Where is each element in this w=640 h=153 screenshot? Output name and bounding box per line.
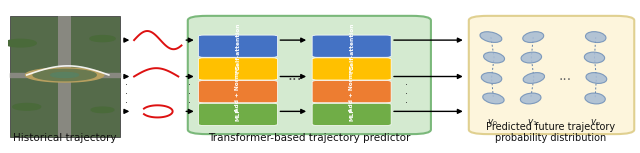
Text: FC: FC (349, 65, 354, 73)
Text: Self-attention: Self-attention (236, 23, 241, 69)
FancyBboxPatch shape (198, 81, 278, 103)
FancyBboxPatch shape (198, 103, 278, 125)
FancyBboxPatch shape (312, 103, 391, 125)
Text: Add + Norm: Add + Norm (349, 72, 354, 112)
FancyBboxPatch shape (312, 81, 391, 103)
Text: MLP: MLP (236, 108, 241, 121)
Ellipse shape (481, 73, 502, 83)
Ellipse shape (584, 52, 605, 63)
Text: Historical trajectory: Historical trajectory (13, 133, 116, 143)
Ellipse shape (484, 52, 504, 63)
Polygon shape (51, 73, 79, 77)
Ellipse shape (521, 52, 541, 63)
FancyBboxPatch shape (198, 58, 278, 80)
Ellipse shape (586, 73, 607, 83)
Ellipse shape (520, 93, 541, 104)
Circle shape (90, 35, 115, 42)
FancyBboxPatch shape (188, 16, 431, 134)
Text: Add + Norm: Add + Norm (236, 72, 241, 112)
FancyBboxPatch shape (198, 35, 278, 57)
Polygon shape (26, 68, 104, 82)
Text: Predicted future trajectory
probability distribution: Predicted future trajectory probability … (486, 122, 616, 143)
Circle shape (13, 103, 41, 110)
Ellipse shape (523, 73, 545, 83)
FancyBboxPatch shape (10, 16, 120, 137)
Text: ·
·
·: · · · (188, 80, 191, 108)
Polygon shape (33, 69, 96, 81)
Text: Transformer-based trajectory predictor: Transformer-based trajectory predictor (209, 133, 411, 143)
Text: FC: FC (236, 65, 241, 73)
Text: ·
·
·: · · · (405, 80, 408, 108)
Circle shape (91, 107, 114, 113)
FancyBboxPatch shape (469, 16, 634, 134)
Circle shape (4, 39, 36, 47)
Text: ···: ··· (558, 73, 572, 87)
Text: Self-attention: Self-attention (349, 23, 354, 69)
Text: $v_0$: $v_0$ (487, 118, 499, 128)
Text: MLP: MLP (349, 108, 354, 121)
FancyBboxPatch shape (312, 35, 391, 57)
Text: $v_1$: $v_1$ (527, 118, 538, 128)
Ellipse shape (585, 93, 605, 104)
FancyBboxPatch shape (58, 16, 71, 137)
Ellipse shape (523, 32, 544, 43)
Ellipse shape (483, 93, 504, 104)
Text: $v_n$: $v_n$ (589, 118, 600, 128)
Ellipse shape (586, 32, 606, 43)
Text: ·
·
·: · · · (125, 80, 128, 108)
FancyBboxPatch shape (312, 58, 391, 80)
Ellipse shape (480, 32, 502, 42)
Text: ···: ··· (287, 73, 302, 88)
